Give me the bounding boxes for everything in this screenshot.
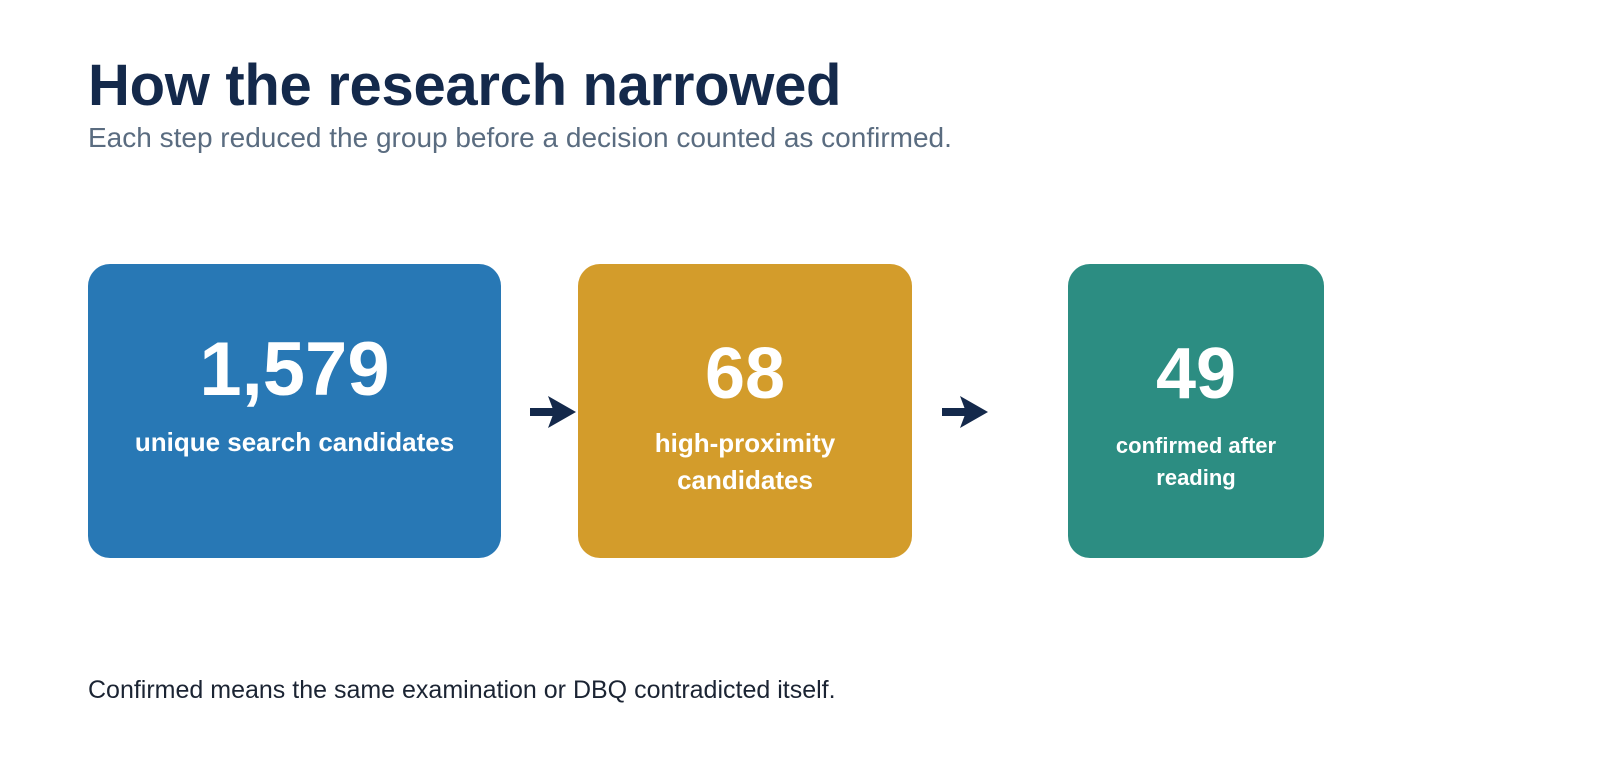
arrow-right-icon <box>530 396 576 428</box>
step-value: 49 <box>1155 334 1237 414</box>
arrow-right-icon <box>942 396 988 428</box>
footnote: Confirmed means the same examination or … <box>88 676 836 704</box>
step-label: confirmed after reading <box>1115 433 1277 490</box>
step-label: unique search candidates <box>134 427 455 457</box>
funnel-step-confirmed: 49 confirmed after reading <box>1068 264 1324 558</box>
funnel-step-high-proximity: 68 high-proximity candidates <box>578 264 912 558</box>
page-subtitle: Each step reduced the group before a dec… <box>88 122 952 153</box>
step-value: 1,579 <box>199 327 390 412</box>
step-value: 68 <box>704 334 786 414</box>
step-label: high-proximity candidates <box>654 428 836 495</box>
funnel-step-search-candidates: 1,579 unique search candidates <box>88 264 501 558</box>
page-title: How the research narrowed <box>88 53 842 118</box>
